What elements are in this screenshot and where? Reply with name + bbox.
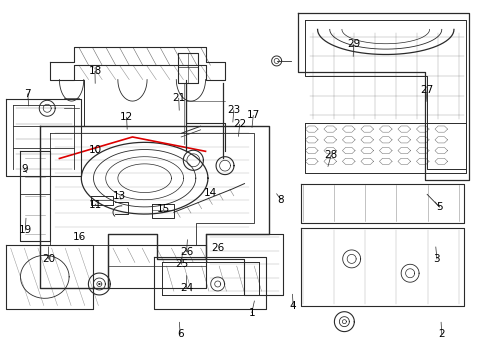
Text: 12: 12 <box>120 112 133 122</box>
Text: 21: 21 <box>172 93 185 103</box>
Text: 10: 10 <box>88 144 102 154</box>
Text: 4: 4 <box>289 301 296 311</box>
Text: 19: 19 <box>19 225 32 235</box>
Text: 9: 9 <box>21 164 28 174</box>
Text: 25: 25 <box>175 259 188 269</box>
Text: 2: 2 <box>438 329 444 339</box>
Text: 1: 1 <box>248 308 255 318</box>
Text: 20: 20 <box>42 254 55 264</box>
Text: 7: 7 <box>24 89 31 99</box>
Text: 26: 26 <box>211 243 224 253</box>
Text: 28: 28 <box>324 150 337 160</box>
Text: 6: 6 <box>177 329 183 339</box>
Text: 27: 27 <box>420 85 433 95</box>
Text: 14: 14 <box>203 188 217 198</box>
Text: 13: 13 <box>113 191 126 201</box>
Text: 18: 18 <box>88 66 102 76</box>
Text: 11: 11 <box>88 200 102 210</box>
Text: 17: 17 <box>246 111 259 121</box>
Text: 29: 29 <box>346 40 360 49</box>
Text: 5: 5 <box>435 202 442 212</box>
Text: 15: 15 <box>156 204 169 214</box>
Text: 26: 26 <box>180 247 193 257</box>
Text: 16: 16 <box>73 232 86 242</box>
Text: 3: 3 <box>433 254 439 264</box>
Text: 8: 8 <box>277 195 284 205</box>
Text: 23: 23 <box>227 105 240 115</box>
Text: 22: 22 <box>232 120 246 129</box>
Text: 24: 24 <box>180 283 193 293</box>
